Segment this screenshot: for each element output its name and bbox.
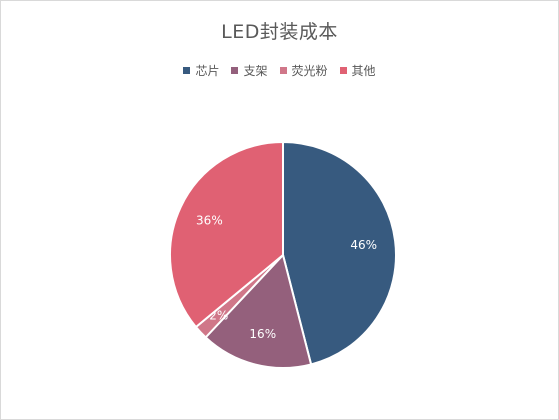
legend-label-other: 其他 (351, 64, 376, 78)
legend-item-chip: 芯片 (183, 62, 219, 79)
data-label-chip: 46% (350, 238, 377, 252)
legend-item-bracket: 支架 (231, 62, 268, 79)
legend-label-bracket: 支架 (243, 64, 268, 78)
legend: 芯片 支架 荧光粉 其他 (1, 62, 558, 79)
pie-slice-other (169, 140, 284, 329)
legend-swatch-chip (183, 67, 191, 74)
pie-slice-chip (282, 140, 397, 366)
legend-swatch-bracket (231, 67, 239, 74)
legend-item-phosphor: 荧光粉 (279, 62, 328, 79)
legend-label-chip: 芯片 (195, 64, 220, 78)
legend-swatch-other (339, 67, 347, 74)
legend-swatch-phosphor (279, 67, 287, 74)
data-label-other: 36% (196, 213, 223, 227)
legend-label-phosphor: 荧光粉 (291, 64, 328, 78)
chart-title: LED封装成本 (221, 21, 338, 43)
data-label-bracket: 16% (249, 327, 276, 341)
pie-slice-bracket (204, 252, 313, 369)
legend-item-other: 其他 (339, 62, 376, 79)
